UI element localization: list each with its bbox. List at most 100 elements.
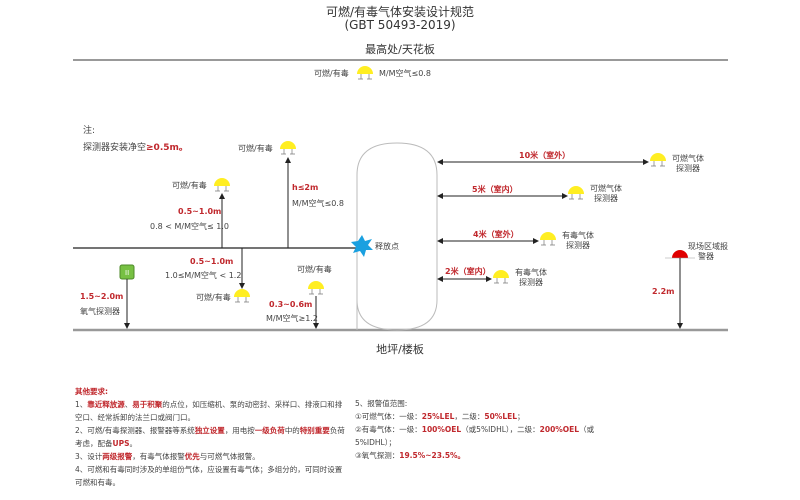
- text-segment: ②有毒气体：一级：: [355, 425, 422, 434]
- detector-below-ratio: 1.0≤M/M空气 < 1.2: [165, 271, 242, 280]
- label-line: 现场区域报: [688, 242, 728, 251]
- alarm-height: 2.2m: [652, 287, 675, 296]
- alarm-ranges-heading: 5、报警值范围:: [355, 399, 408, 408]
- text-segment: 1、: [75, 400, 88, 409]
- text-line: 4、可燃和有毒同时涉及的单组份气体，应设置有毒气体；多组分的，可同时设置可燃和有…: [75, 463, 345, 489]
- text-line: 3、设计两级报警，有毒气体报警优先与可燃气体报警。: [75, 450, 345, 463]
- highlight-text: 靠近释放源: [87, 400, 125, 409]
- text-segment: 。: [129, 439, 138, 448]
- highlight-text: 两级报警: [102, 452, 133, 461]
- highlight-text: UPS: [112, 439, 130, 448]
- detector-below-height: 0.5~1.0m: [190, 257, 234, 266]
- vessel: [356, 142, 438, 331]
- distance-5m-label: 可燃气体 探测器: [590, 184, 622, 204]
- detector-low-height: 0.3~0.6m: [269, 300, 313, 309]
- text-line: ②有毒气体：一级：100%OEL（或5%IDHL），二级：200%OEL（或5%…: [355, 423, 605, 449]
- label-line: 探测器: [676, 164, 700, 173]
- detector-high-label: 可燃/有毒: [238, 144, 273, 153]
- title-line2: (GBT 50493-2019): [344, 18, 456, 32]
- distance-2m: 2米（室内）: [445, 267, 491, 276]
- detector-high-ratio: M/M空气≤0.8: [292, 199, 344, 208]
- label-line: 可燃气体: [590, 184, 622, 193]
- label-line: 探测器: [519, 278, 543, 287]
- distance-2m-label: 有毒气体 探测器: [515, 268, 547, 288]
- highlight-text: 100%OEL: [421, 425, 462, 434]
- text-segment: ①可燃气体：一级：: [355, 412, 422, 421]
- text-segment: ③氧气探测：: [355, 451, 400, 460]
- alarm-label: 现场区域报 警器: [688, 242, 728, 262]
- text-segment: 3、设计: [75, 452, 103, 461]
- floor-label: 地坪/楼板: [376, 343, 424, 356]
- text-segment: （或5%IDHL），二级：: [461, 425, 540, 434]
- requirements-heading: 其他要求:: [75, 387, 108, 396]
- highlight-text: 50%LEL: [484, 412, 518, 421]
- label-line: 可燃气体: [672, 154, 704, 163]
- detector-10m-icon: [649, 152, 667, 167]
- detector-below-label: 可燃/有毒: [196, 293, 231, 302]
- detector-low-ratio: M/M空气≥1.2: [266, 314, 318, 323]
- area-alarm-icon: [672, 250, 688, 258]
- detector-high-icon: [279, 140, 297, 155]
- detector-mid-icon: [213, 177, 231, 192]
- detector-below-icon: [233, 288, 251, 303]
- distance-4m-label: 有毒气体 探测器: [562, 231, 594, 251]
- detector-5m-icon: [567, 185, 585, 200]
- detector-mid-ratio: 0.8 < M/M空气≤ 1.0: [150, 222, 229, 231]
- svg-text:II: II: [125, 269, 129, 277]
- text-segment: 2、可燃/有毒探测器、报警器等系统: [75, 426, 195, 435]
- detector-mid-label: 可燃/有毒: [172, 181, 207, 190]
- label-line: 有毒气体: [515, 268, 547, 277]
- text-segment: （或5%IDHL）；: [355, 425, 595, 447]
- distance-5m: 5米（室内）: [472, 185, 518, 194]
- text-segment: 、: [124, 400, 133, 409]
- text-segment: 负荷考虑，配备: [75, 426, 345, 448]
- note-value: ≥0.5m。: [146, 143, 188, 153]
- release-point-label: 释放点: [375, 242, 399, 251]
- detector-top-icon: [356, 65, 374, 80]
- oxygen-height: 1.5~2.0m: [80, 292, 124, 301]
- highlight-text: 19.5%~23.5%。: [399, 451, 466, 460]
- detector-low-icon: [307, 280, 325, 295]
- highlight-text: 优先: [184, 452, 200, 461]
- detector-top-label: 可燃/有毒: [314, 69, 349, 78]
- highlight-text: 独立设置: [194, 426, 225, 435]
- ceiling-label: 最高处/天花板: [365, 43, 435, 56]
- detector-2m-icon: [492, 269, 510, 284]
- alarm-ranges: 5、报警值范围: ①可燃气体：一级：25%LEL，二级：50%LEL； ②有毒气体…: [355, 397, 605, 462]
- text-line: 1、靠近释放源、易于积聚的点位，如压缩机、泵的动密封、采样口、排液口和排空口、经…: [75, 398, 345, 424]
- highlight-text: 易于积聚: [132, 400, 163, 409]
- text-segment: ；: [517, 412, 525, 421]
- text-line: ①可燃气体：一级：25%LEL，二级：50%LEL；: [355, 410, 605, 423]
- text-segment: ，二级：: [454, 412, 485, 421]
- highlight-text: 200%OEL: [539, 425, 580, 434]
- highlight-text: 25%LEL: [421, 412, 455, 421]
- oxygen-label: 氧气探测器: [80, 307, 120, 316]
- distance-10m: 10米（室外）: [519, 151, 571, 160]
- note-text: 探测器安装净空≥0.5m。: [83, 140, 188, 153]
- text-segment: ，有毒气体报警: [132, 452, 185, 461]
- text-line: ③氧气探测：19.5%~23.5%。: [355, 449, 605, 462]
- text-line: 2、可燃/有毒探测器、报警器等系统独立设置，用电按一级负荷中的特别重要负荷考虑，…: [75, 424, 345, 450]
- detector-4m-icon: [539, 231, 557, 246]
- highlight-text: 特别重要: [299, 426, 330, 435]
- text-segment: 与可燃气体报警。: [199, 452, 260, 461]
- release-point-star-icon: [351, 235, 373, 257]
- detector-low-label: 可燃/有毒: [297, 265, 332, 274]
- highlight-text: 一级负荷: [254, 426, 285, 435]
- text-segment: 中的: [284, 426, 300, 435]
- detector-mid-height: 0.5~1.0m: [178, 207, 222, 216]
- label-line: 探测器: [594, 194, 618, 203]
- note-heading: 注:: [83, 126, 96, 136]
- title-line1: 可燃/有毒气体安装设计规范: [325, 5, 475, 19]
- note-body: 探测器安装净空: [83, 143, 147, 153]
- distance-4m: 4米（室外）: [473, 230, 519, 239]
- label-line: 探测器: [566, 241, 590, 250]
- text-segment: 的点位，如压缩机、泵的动密封、采样口、排液口和排空口、经常拆卸的法兰口或阀门口。: [75, 400, 343, 422]
- other-requirements: 其他要求: 1、靠近释放源、易于积聚的点位，如压缩机、泵的动密封、采样口、排液口…: [75, 385, 345, 489]
- distance-10m-label: 可燃气体 探测器: [672, 154, 704, 174]
- text-segment: ，用电按: [224, 426, 255, 435]
- label-line: 警器: [698, 252, 714, 261]
- text-segment: 4、可燃和有毒同时涉及的单组份气体，应设置有毒气体；多组分的，可同时设置可燃和有…: [75, 465, 343, 487]
